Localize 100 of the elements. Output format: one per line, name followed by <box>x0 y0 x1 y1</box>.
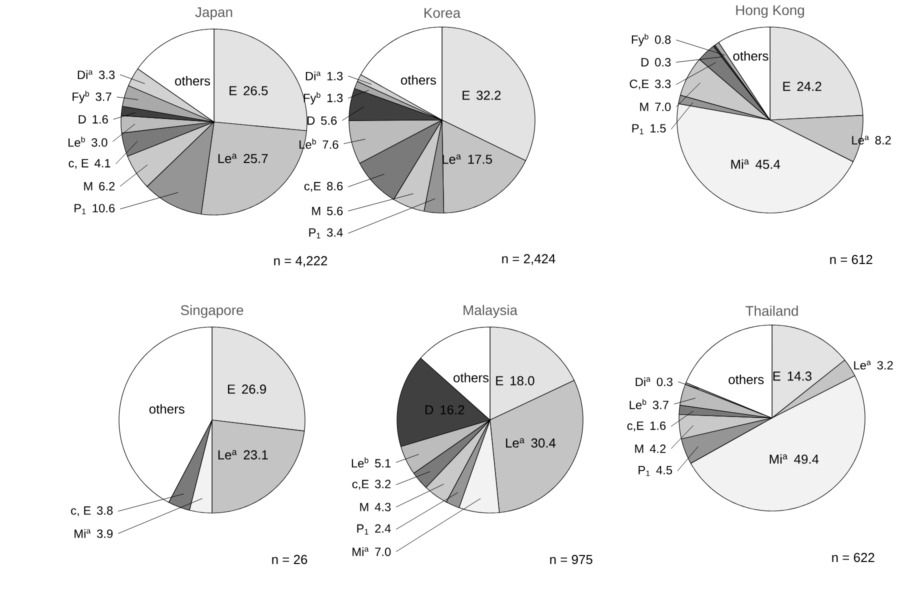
data-label: 7.0 <box>375 548 391 556</box>
slice-label: Mi$^{a}$ <box>74 529 91 538</box>
data-label: 45.4 <box>756 160 780 169</box>
data-label: 32.2 <box>476 90 501 100</box>
slice-label: D <box>78 115 86 124</box>
slice-label: Mi$^{a}$ <box>352 547 369 556</box>
data-label: 4.3 <box>374 502 391 512</box>
slice-label: others <box>149 404 184 414</box>
slice-label: M <box>360 502 368 512</box>
slice-label: P$_{1}$ <box>74 204 86 214</box>
text: n = 26 <box>272 554 308 564</box>
slice-label: c,E <box>627 422 644 432</box>
data-label: 3.2 <box>374 480 391 488</box>
slice-label: Fy$^{b}$ <box>304 92 320 105</box>
slice-label: M <box>635 444 644 453</box>
slice-label: Le$^{b}$ <box>352 457 368 468</box>
slice-label: M <box>312 206 320 216</box>
data-label: 3.7 <box>96 92 112 101</box>
chart-title: Thailand <box>746 306 798 316</box>
slice-label: M <box>84 182 92 190</box>
data-label: 5.6 <box>321 116 337 125</box>
slice-label: E <box>228 384 236 394</box>
data-label: 17.5 <box>468 154 492 164</box>
data-label: 1.6 <box>650 421 666 430</box>
data-label: 3.9 <box>96 529 113 538</box>
slice-label: others <box>733 51 768 61</box>
slice-label: P$_{1}$ <box>632 124 644 134</box>
slice-label: others <box>175 76 210 86</box>
data-label: 8.2 <box>875 136 891 144</box>
data-label: 6.2 <box>99 182 115 191</box>
slice-label: E <box>783 82 790 91</box>
data-label: 26.9 <box>242 384 266 394</box>
slice-label: Le$^{a}$ <box>506 438 524 448</box>
chart-title: Singapore <box>180 304 244 318</box>
slice-label: E <box>773 372 780 381</box>
slice-label: P$_{1}$ <box>309 228 320 238</box>
data-label: 0.8 <box>655 35 671 44</box>
data-label: 3.2 <box>877 361 893 370</box>
data-label: 3.3 <box>98 70 115 80</box>
slice-label: Mi$^{a}$ <box>770 454 788 464</box>
data-label: 0.3 <box>655 58 671 66</box>
data-label: 3.3 <box>654 80 671 88</box>
slice-label: Fy$^{b}$ <box>632 34 648 46</box>
data-label: 5.1 <box>375 459 391 468</box>
chart-title: Japan <box>195 7 232 20</box>
slice-label: Le$^{a}$ <box>218 450 237 460</box>
slice-label: E <box>230 86 237 96</box>
slice-label: others <box>454 372 489 382</box>
data-label: 1.6 <box>92 115 108 124</box>
data-label: 24.2 <box>797 82 822 91</box>
slice-label: M <box>640 102 648 112</box>
text: n = 4,222 <box>274 256 328 267</box>
slice-label: P$_{1}$ <box>638 466 650 476</box>
data-label: 1.3 <box>327 94 343 102</box>
slice-label: D <box>642 58 649 66</box>
slice-label: Fy$^{b}$ <box>72 90 90 104</box>
data-label: 7.0 <box>655 102 671 112</box>
data-label: 49.4 <box>794 454 819 464</box>
data-label: 7.6 <box>322 140 338 149</box>
slice-label: c, E <box>68 159 88 169</box>
slice-label: Le$^{b}$ <box>68 136 85 147</box>
text: n = 975 <box>550 554 592 564</box>
data-label: 4.2 <box>650 444 666 453</box>
chart-title: Malaysia <box>464 304 518 318</box>
text: n = 622 <box>832 552 874 562</box>
slice-label: c,E <box>304 182 321 192</box>
data-label: 3.7 <box>652 400 668 410</box>
slice-label: E <box>496 376 504 386</box>
data-label: 2.4 <box>375 524 391 533</box>
data-label: 3.8 <box>96 506 113 515</box>
slice-label: Di$^{a}$ <box>306 72 321 80</box>
slice-label: Le$^{b}$ <box>630 398 646 410</box>
data-label: 1.5 <box>650 124 666 133</box>
slice-label: D <box>308 116 315 125</box>
slice-label: Le$^{a}$ <box>218 154 237 164</box>
slice-label: P$_{1}$ <box>357 524 368 534</box>
slice-label: others <box>728 374 764 384</box>
slice-label: E <box>462 90 470 100</box>
data-label: 8.6 <box>327 182 343 190</box>
data-label: 1.3 <box>327 72 343 80</box>
data-label: 25.7 <box>244 154 268 164</box>
slice-label: c, E <box>71 506 91 516</box>
data-label: 4.5 <box>656 466 672 474</box>
slice-label: Di$^{a}$ <box>78 70 93 79</box>
data-label: 30.4 <box>531 438 556 448</box>
data-label: 18.0 <box>510 376 534 386</box>
data-label: 3.0 <box>92 138 108 147</box>
slice-label: Mi$^{a}$ <box>731 159 749 169</box>
data-label: 3.4 <box>326 228 343 237</box>
chart-title: Korea <box>424 8 461 18</box>
data-label: 5.6 <box>327 206 343 216</box>
text: n = 2,424 <box>502 254 556 265</box>
slice-label: others <box>401 75 436 85</box>
data-label: 16.2 <box>440 405 464 414</box>
data-label: 14.3 <box>788 372 812 381</box>
slice-label: D <box>425 405 434 414</box>
slice-label: Di$^{a}$ <box>636 377 651 386</box>
slice-label: Le$^{a}$ <box>854 360 871 370</box>
slice-label: C,E <box>630 80 649 90</box>
slice-label: c,E <box>352 480 369 490</box>
